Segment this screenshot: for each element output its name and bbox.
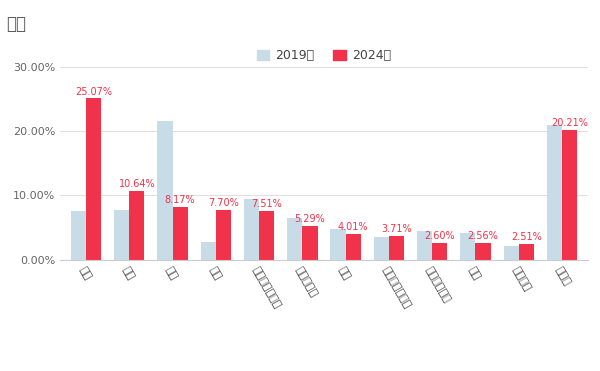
Bar: [346, 234, 361, 260]
Bar: [562, 130, 577, 260]
Bar: [547, 125, 562, 260]
Bar: [432, 243, 448, 260]
Text: 3.71%: 3.71%: [381, 224, 412, 234]
Text: 2.60%: 2.60%: [424, 231, 455, 241]
Bar: [157, 121, 173, 260]
Bar: [129, 191, 145, 260]
Bar: [86, 98, 101, 260]
Bar: [417, 231, 432, 260]
Bar: [287, 218, 302, 260]
Bar: [259, 211, 274, 260]
Bar: [200, 242, 216, 260]
Bar: [114, 210, 129, 260]
Text: 2.51%: 2.51%: [511, 232, 542, 242]
Text: 7.70%: 7.70%: [208, 198, 239, 208]
Bar: [460, 233, 475, 260]
Text: 4.01%: 4.01%: [338, 222, 368, 232]
Legend: 2019年, 2024年: 2019年, 2024年: [252, 44, 396, 67]
Text: 5.29%: 5.29%: [295, 214, 325, 224]
Text: 国別: 国別: [6, 15, 26, 33]
Text: 7.51%: 7.51%: [251, 200, 282, 210]
Bar: [475, 243, 491, 260]
Bar: [216, 210, 231, 260]
Bar: [173, 207, 188, 260]
Text: 25.07%: 25.07%: [75, 86, 112, 96]
Bar: [302, 226, 317, 260]
Text: 8.17%: 8.17%: [165, 195, 196, 205]
Text: 10.64%: 10.64%: [119, 179, 155, 189]
Text: 20.21%: 20.21%: [551, 118, 588, 128]
Bar: [71, 211, 86, 260]
Bar: [374, 237, 389, 260]
Bar: [503, 246, 519, 260]
Text: 2.56%: 2.56%: [467, 231, 499, 241]
Bar: [331, 229, 346, 260]
Bar: [244, 198, 259, 260]
Bar: [519, 243, 534, 260]
Bar: [389, 236, 404, 260]
